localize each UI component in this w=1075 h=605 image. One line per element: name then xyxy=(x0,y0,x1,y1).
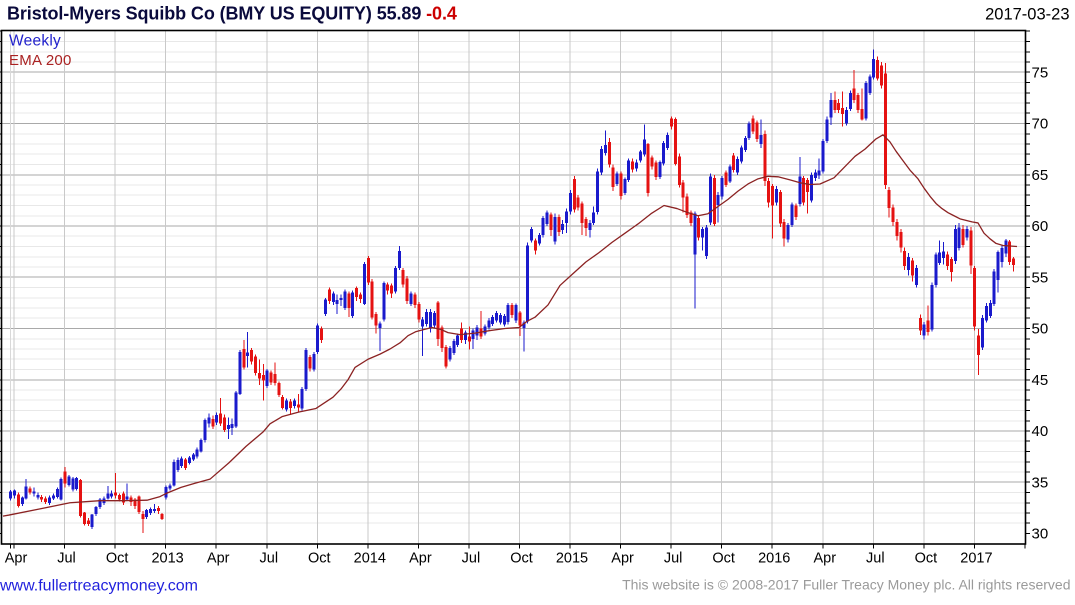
svg-text:Apr: Apr xyxy=(5,551,28,567)
svg-text:Jul: Jul xyxy=(664,551,683,567)
svg-text:2013: 2013 xyxy=(151,551,183,567)
svg-text:2017: 2017 xyxy=(960,551,992,567)
svg-text:Apr: Apr xyxy=(814,551,837,567)
svg-text:EMA 200: EMA 200 xyxy=(9,52,72,69)
svg-text:Oct: Oct xyxy=(106,551,129,567)
svg-text:65: 65 xyxy=(1032,167,1049,184)
svg-text:Jul: Jul xyxy=(57,551,76,567)
svg-text:www.fullertreacymoney.com: www.fullertreacymoney.com xyxy=(0,578,198,595)
svg-text:30: 30 xyxy=(1032,526,1049,543)
svg-text:Apr: Apr xyxy=(207,551,230,567)
svg-text:Apr: Apr xyxy=(409,551,432,567)
svg-text:Jul: Jul xyxy=(866,551,885,567)
svg-text:Oct: Oct xyxy=(712,551,735,567)
svg-text:Weekly: Weekly xyxy=(9,33,61,50)
svg-text:40: 40 xyxy=(1032,423,1049,440)
svg-text:50: 50 xyxy=(1032,321,1049,338)
svg-text:Oct: Oct xyxy=(308,551,331,567)
svg-text:Jul: Jul xyxy=(462,551,481,567)
svg-text:This website is © 2008-2017 Fu: This website is © 2008-2017 Fuller Treac… xyxy=(622,577,1070,593)
svg-text:70: 70 xyxy=(1032,116,1049,133)
svg-text:35: 35 xyxy=(1032,474,1049,491)
svg-text:2015: 2015 xyxy=(556,551,588,567)
svg-text:2014: 2014 xyxy=(354,551,386,567)
svg-text:60: 60 xyxy=(1032,218,1049,235)
svg-text:Oct: Oct xyxy=(510,551,533,567)
svg-text:2016: 2016 xyxy=(758,551,790,567)
svg-text:Jul: Jul xyxy=(260,551,279,567)
svg-text:45: 45 xyxy=(1032,372,1049,389)
svg-text:75: 75 xyxy=(1032,65,1049,82)
svg-text:2017-03-23: 2017-03-23 xyxy=(985,6,1069,24)
svg-text:Apr: Apr xyxy=(611,551,634,567)
svg-text:Oct: Oct xyxy=(915,551,938,567)
svg-text:Bristol-Myers Squibb Co (BMY U: Bristol-Myers Squibb Co (BMY US EQUITY) … xyxy=(7,4,457,24)
svg-text:55: 55 xyxy=(1032,269,1049,286)
